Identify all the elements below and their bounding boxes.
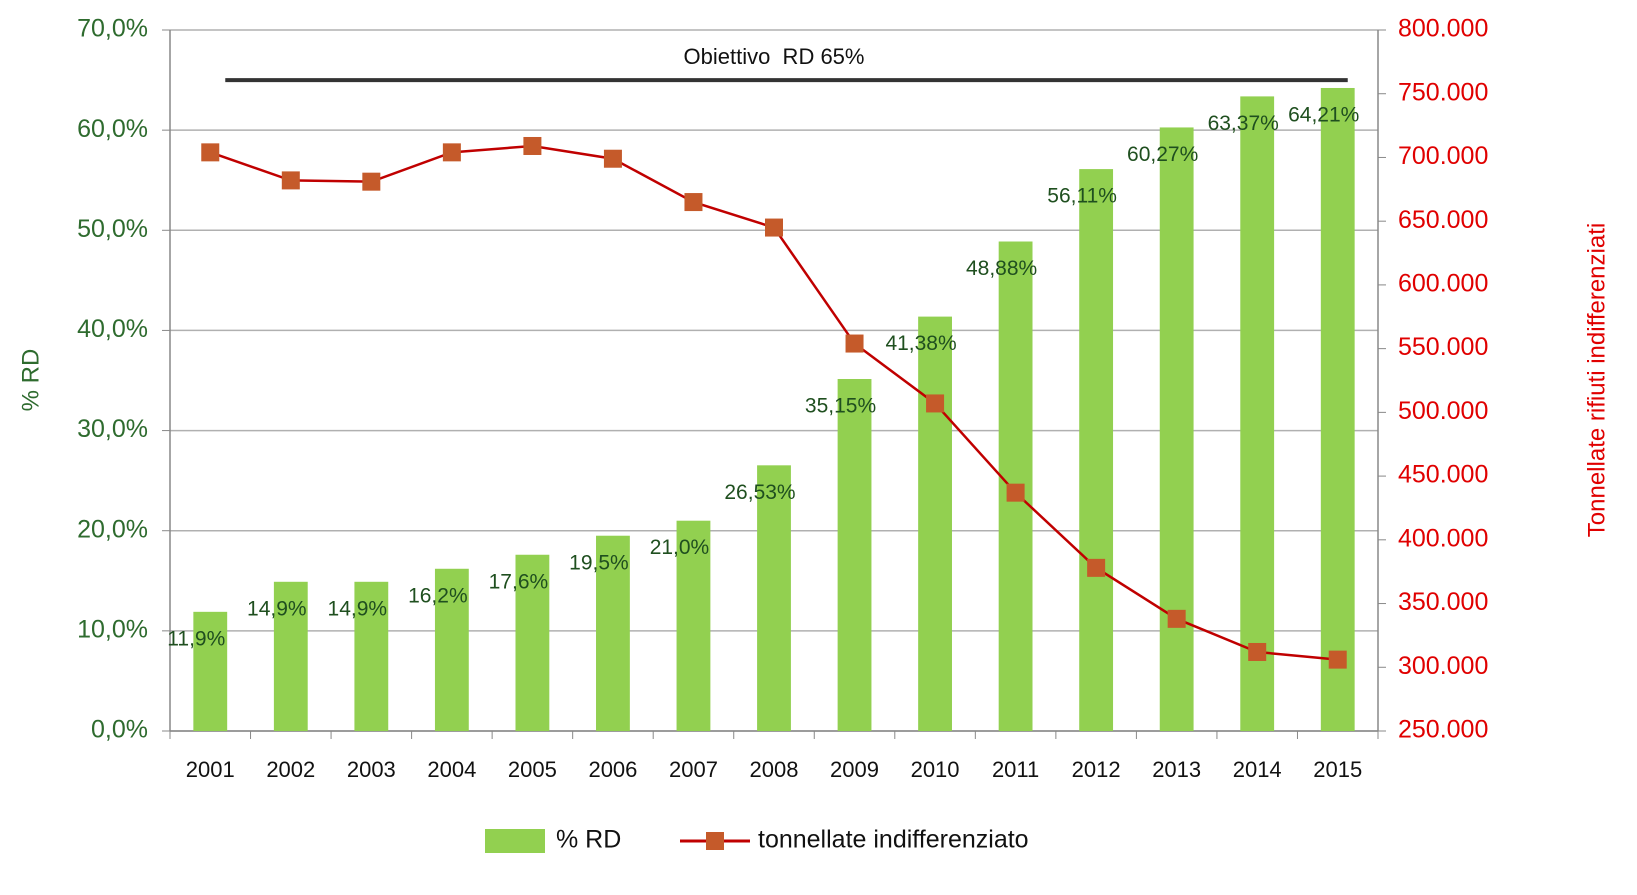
x-tick-label: 2005 [508, 757, 557, 782]
y-tick-label: 70,0% [77, 15, 148, 43]
x-tick-label: 2013 [1152, 757, 1201, 782]
x-tick-label: 2003 [347, 757, 396, 782]
y-tick-label: 0,0% [91, 716, 148, 744]
bar [676, 520, 711, 731]
line-marker [765, 218, 783, 237]
bar [1320, 87, 1355, 731]
x-tick-label: 2011 [992, 757, 1039, 782]
bar-value-label: 16,2% [408, 584, 468, 607]
bar [273, 581, 308, 731]
y2-tick-label: 350.000 [1398, 588, 1488, 616]
y-tick-label: 20,0% [77, 515, 148, 543]
legend-swatch [485, 829, 545, 853]
line-marker [201, 143, 220, 162]
line-marker [926, 394, 945, 413]
bar [354, 581, 389, 731]
y-tick-label: 40,0% [77, 315, 148, 343]
bar-value-label: 14,9% [247, 597, 307, 620]
x-tick-label: 2010 [911, 757, 960, 782]
bar-value-label: 56,11% [1047, 185, 1117, 208]
y2-tick-label: 400.000 [1398, 524, 1488, 552]
x-tick-label: 2006 [588, 757, 637, 782]
bar-value-label: 26,53% [724, 481, 795, 504]
bar [757, 465, 791, 731]
target-label: Obiettivo RD 65% [684, 44, 865, 69]
line-marker [845, 334, 864, 353]
y2-tick-label: 600.000 [1398, 270, 1488, 298]
bar [1159, 127, 1194, 731]
x-tick-label: 2009 [830, 757, 879, 782]
line-marker [442, 143, 461, 162]
bar-value-label: 35,15% [805, 395, 876, 418]
bar-value-label: 64,21% [1288, 104, 1359, 127]
y2-tick-label: 800.000 [1398, 15, 1488, 43]
line-marker [1006, 483, 1025, 502]
x-tick-label: 2012 [1072, 757, 1121, 782]
y2-tick-label: 650.000 [1398, 206, 1488, 234]
bar-value-label: 17,6% [489, 570, 549, 593]
bar [1079, 169, 1114, 731]
x-tick-label: 2007 [669, 757, 718, 782]
bar [515, 554, 550, 731]
y2-tick-label: 250.000 [1398, 716, 1488, 744]
y-tick-label: 60,0% [77, 115, 148, 143]
y2-tick-label: 750.000 [1398, 78, 1488, 106]
y-axis-title: % RD [17, 349, 44, 412]
line-marker [362, 172, 381, 191]
line-marker [1167, 609, 1186, 628]
line-marker [1248, 642, 1267, 661]
bar-value-label: 19,5% [569, 551, 629, 574]
bar [918, 316, 952, 731]
bar-value-label: 14,9% [328, 597, 388, 620]
bar-value-label: 48,88% [966, 257, 1037, 280]
x-tick-label: 2015 [1313, 757, 1362, 782]
legend-label: % RD [556, 826, 621, 854]
bar-value-label: 41,38% [885, 332, 956, 355]
x-tick-label: 2014 [1233, 757, 1282, 782]
bar-value-label: 11,9% [167, 627, 225, 650]
line-marker [1087, 558, 1106, 577]
y2-tick-label: 550.000 [1398, 333, 1488, 361]
x-tick-label: 2008 [750, 757, 799, 782]
line-marker [523, 136, 542, 155]
y2-tick-label: 450.000 [1398, 461, 1488, 489]
bar-value-label: 60,27% [1127, 143, 1198, 166]
y-tick-label: 10,0% [77, 615, 148, 643]
y2-tick-label: 700.000 [1398, 142, 1488, 170]
bar [1240, 96, 1275, 731]
legend-marker [706, 832, 724, 850]
bar-value-label: 21,0% [650, 536, 710, 559]
y-tick-label: 50,0% [77, 215, 148, 243]
bar [193, 611, 228, 731]
y2-tick-label: 300.000 [1398, 652, 1488, 680]
bar [434, 568, 469, 731]
legend-label: tonnellate indifferenziato [758, 826, 1029, 854]
y2-axis-title: Tonnellate rifiuti indifferenziati [1583, 223, 1610, 537]
bar [596, 535, 630, 731]
x-tick-label: 2004 [427, 757, 476, 782]
line-marker [603, 149, 622, 168]
bar [837, 378, 872, 731]
y-tick-label: 30,0% [77, 415, 148, 443]
y2-tick-label: 500.000 [1398, 397, 1488, 425]
x-tick-label: 2001 [186, 757, 235, 782]
line-marker [281, 171, 300, 190]
line-marker [1328, 650, 1347, 669]
x-tick-label: 2002 [266, 757, 315, 782]
bar-value-label: 63,37% [1208, 112, 1279, 135]
line-marker [684, 193, 703, 212]
